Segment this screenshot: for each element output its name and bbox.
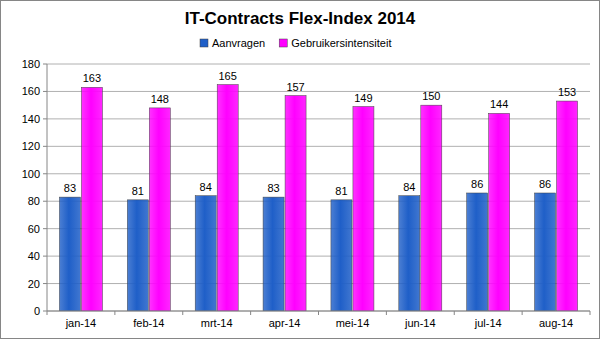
- page: {"chart_data": {"type": "bar", "title": …: [0, 0, 600, 339]
- legend-swatch: [200, 39, 208, 47]
- y-tick-label: 160: [22, 85, 40, 97]
- bar: [557, 101, 578, 311]
- y-tick: [43, 201, 47, 202]
- x-tick: [522, 311, 523, 315]
- grid-line: [47, 311, 590, 312]
- x-tick: [250, 311, 251, 315]
- data-label: 86: [539, 178, 551, 190]
- y-tick-label: 20: [28, 278, 40, 290]
- x-tick: [114, 311, 115, 315]
- chart-title: IT-Contracts Flex-Index 2014: [185, 9, 416, 28]
- x-tick: [386, 311, 387, 315]
- legend-swatch: [279, 39, 287, 47]
- x-tick: [590, 311, 591, 315]
- chart-frame: [1, 1, 600, 339]
- y-axis: [47, 64, 48, 311]
- bar: [331, 200, 352, 311]
- data-label: 144: [490, 98, 508, 110]
- bar: [421, 105, 442, 311]
- x-tick: [182, 311, 183, 315]
- y-tick: [43, 146, 47, 147]
- y-tick-label: 180: [22, 58, 40, 70]
- data-label: 153: [558, 86, 576, 98]
- y-tick-label: 140: [22, 113, 40, 125]
- y-tick: [43, 91, 47, 92]
- y-tick-label: 120: [22, 140, 40, 152]
- data-label: 81: [132, 185, 144, 197]
- y-tick-label: 0: [34, 305, 40, 317]
- bar: [217, 85, 238, 311]
- y-tick: [43, 64, 47, 65]
- y-tick-label: 80: [28, 195, 40, 207]
- y-tick: [43, 173, 47, 174]
- x-tick-label: mei-14: [336, 317, 370, 329]
- bars-group: [59, 85, 577, 311]
- data-label: 165: [219, 70, 237, 82]
- x-tick-label: aug-14: [539, 317, 573, 329]
- x-tick-label: feb-14: [133, 317, 164, 329]
- bar: [127, 200, 148, 311]
- grid-line: [47, 91, 590, 92]
- chart-container: IT-Contracts Flex-Index 2014 0 20 40 60 80 100…: [0, 0, 600, 339]
- bar: [535, 193, 556, 311]
- y-tick: [43, 311, 47, 312]
- y-tick-label: 40: [28, 250, 40, 262]
- bar: [81, 87, 102, 311]
- bar: [489, 113, 510, 311]
- data-label: 150: [422, 90, 440, 102]
- legend-label: Aanvragen: [212, 37, 265, 49]
- bar: [285, 96, 306, 311]
- bar: [149, 108, 170, 311]
- x-tick: [47, 311, 48, 315]
- legend: Aanvragen Gebruikersintensiteit: [200, 37, 392, 49]
- bar: [399, 196, 420, 311]
- data-label: 83: [64, 182, 76, 194]
- x-tick-label: jul-14: [474, 317, 502, 329]
- data-label: 84: [403, 181, 415, 193]
- y-tick: [43, 118, 47, 119]
- x-tick: [454, 311, 455, 315]
- bar: [195, 196, 216, 311]
- data-label: 163: [83, 72, 101, 84]
- data-label: 81: [335, 185, 347, 197]
- data-label: 84: [200, 181, 212, 193]
- bar: [353, 107, 374, 311]
- chart-svg: IT-Contracts Flex-Index 2014 0 20 40 60 80 100…: [0, 0, 600, 339]
- data-label: 86: [471, 178, 483, 190]
- bar: [59, 197, 80, 311]
- y-tick: [43, 283, 47, 284]
- x-tick-label: jan-14: [65, 317, 97, 329]
- y-tick: [43, 228, 47, 229]
- data-label: 157: [286, 81, 304, 93]
- grid-line: [47, 64, 590, 65]
- x-tick-label: jun-14: [404, 317, 436, 329]
- bar: [263, 197, 284, 311]
- y-tick-label: 100: [22, 168, 40, 180]
- bar: [467, 193, 488, 311]
- y-tick: [43, 256, 47, 257]
- data-label: 83: [267, 182, 279, 194]
- legend-label: Gebruikersintensiteit: [291, 37, 391, 49]
- data-label: 148: [151, 93, 169, 105]
- x-tick-label: apr-14: [269, 317, 301, 329]
- x-tick-label: mrt-14: [201, 317, 233, 329]
- x-axis: [47, 311, 590, 312]
- y-tick-label: 60: [28, 223, 40, 235]
- x-tick: [318, 311, 319, 315]
- data-label: 149: [354, 92, 372, 104]
- labels-group: 83 163 81 148 84 165 83 157 81 149 84 150 86 144 86 153: [64, 70, 576, 197]
